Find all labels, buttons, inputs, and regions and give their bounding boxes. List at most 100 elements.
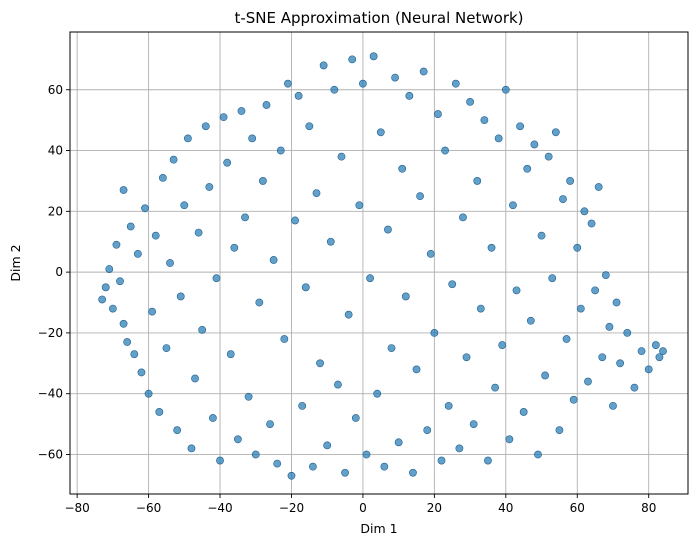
scatter-point: [391, 73, 399, 82]
scatter-point: [630, 383, 639, 392]
scatter-point: [651, 341, 660, 349]
scatter-point: [173, 426, 182, 435]
y-tick-label: 20: [48, 204, 63, 218]
scatter-point: [498, 341, 507, 349]
y-tick-label: 0: [55, 265, 63, 279]
scatter-point: [373, 389, 382, 398]
x-tick-label: 80: [641, 501, 656, 515]
scatter-point: [423, 426, 432, 435]
scatter-point: [623, 329, 632, 337]
scatter-point: [659, 347, 667, 356]
scatter-point: [341, 468, 349, 477]
x-tick-label: 40: [498, 501, 513, 515]
scatter-point: [394, 438, 403, 447]
x-tick-label: −60: [136, 501, 161, 515]
scatter-point: [105, 265, 114, 273]
scatter-point: [637, 347, 646, 356]
scatter-point: [451, 79, 460, 88]
scatter-point: [291, 216, 299, 225]
scatter-point: [273, 459, 282, 468]
y-tick-label: 60: [48, 83, 63, 97]
scatter-point: [437, 456, 446, 465]
scatter-point: [469, 420, 478, 428]
scatter-point: [148, 307, 157, 316]
scatter-point: [487, 243, 496, 252]
scatter-point: [319, 61, 328, 70]
scatter-point: [566, 177, 575, 185]
scatter-point: [248, 134, 257, 143]
scatter-point: [455, 444, 464, 453]
scatter-point: [398, 164, 407, 173]
scatter-point: [180, 201, 189, 210]
scatter-point: [162, 344, 171, 353]
scatter-point: [594, 183, 603, 191]
scatter-point: [98, 295, 107, 304]
scatter-point: [158, 173, 167, 182]
scatter-point: [462, 353, 471, 362]
scatter-point: [405, 91, 414, 100]
x-axis-label: Dim 1: [360, 521, 397, 536]
scatter-point: [258, 177, 267, 185]
scatter-point: [584, 377, 592, 386]
scatter-point: [444, 401, 453, 410]
axis-ticks: −80 −60 −40 −20 0 20 40 60 80 −60 −40 −20 0 20 40 60: [38, 83, 657, 515]
scatter-point: [287, 471, 296, 480]
scatter-point: [208, 414, 217, 422]
scatter-point: [555, 426, 564, 435]
scatter-point: [519, 408, 528, 416]
scatter-point: [330, 85, 339, 94]
scatter-point: [205, 183, 214, 191]
scatter-point: [384, 225, 392, 234]
scatter-point: [426, 249, 435, 258]
scatter-point: [576, 304, 585, 313]
scatter-point: [301, 283, 310, 292]
scatter-point: [466, 98, 474, 106]
scatter-point: [312, 189, 321, 197]
scatter-point: [241, 213, 249, 222]
scatter-point: [326, 237, 335, 246]
y-axis-label: Dim 2: [8, 244, 23, 281]
scatter-point: [233, 435, 242, 444]
scatter-point: [366, 274, 374, 283]
scatter-point: [501, 85, 510, 94]
grid: [70, 32, 688, 494]
scatter-point: [387, 344, 396, 353]
scatter-point: [101, 283, 110, 292]
scatter-point: [491, 383, 499, 392]
scatter-point: [441, 146, 449, 155]
scatter-point: [116, 277, 124, 286]
scatter-point: [412, 365, 421, 374]
scatter-point: [609, 401, 617, 410]
scatter-point: [409, 468, 417, 477]
scatter-point: [230, 243, 239, 252]
scatter-point: [344, 310, 353, 319]
scatter-point: [484, 456, 492, 465]
scatter-point: [294, 91, 303, 100]
scatter-point: [494, 134, 503, 143]
scatter-point: [276, 146, 285, 155]
scatter-point: [530, 140, 539, 149]
scatter-point: [112, 240, 121, 249]
scatter-point: [262, 101, 271, 109]
x-tick-label: 60: [570, 501, 585, 515]
scatter-point: [548, 274, 557, 283]
scatter-point: [305, 122, 314, 131]
scatter-point: [534, 450, 542, 459]
y-tick-label: 40: [48, 144, 63, 158]
scatter-point: [226, 350, 235, 359]
scatter-point: [123, 338, 132, 346]
scatter-point: [655, 353, 664, 362]
scatter-point: [266, 420, 274, 428]
scatter-point: [362, 450, 371, 459]
scatter-point: [244, 392, 253, 401]
scatter-points: [98, 52, 667, 480]
scatter-point: [194, 228, 203, 237]
scatter-point: [416, 192, 424, 201]
scatter-point: [569, 395, 578, 404]
scatter-point: [219, 113, 228, 122]
scatter-point: [237, 107, 246, 115]
scatter-point: [505, 435, 514, 444]
scatter-point: [183, 134, 192, 143]
